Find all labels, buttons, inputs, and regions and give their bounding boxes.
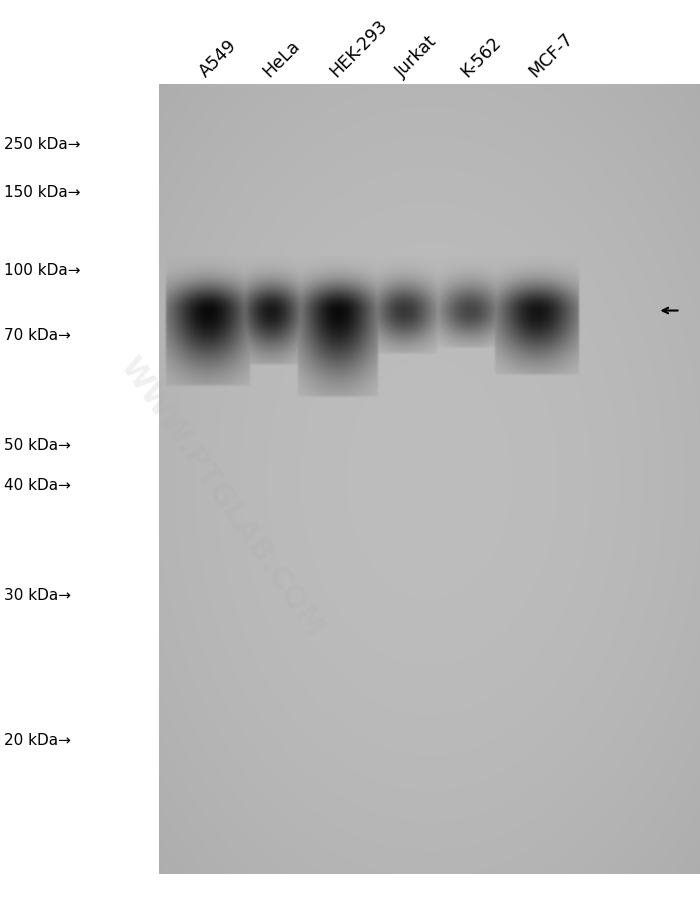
Text: HEK-293: HEK-293: [326, 16, 391, 80]
Text: 100 kDa→: 100 kDa→: [4, 263, 80, 278]
Text: Jurkat: Jurkat: [392, 32, 440, 80]
Text: 250 kDa→: 250 kDa→: [4, 137, 80, 152]
Text: WWW.PTGLAB.COM: WWW.PTGLAB.COM: [114, 351, 330, 641]
Text: HeLa: HeLa: [259, 37, 303, 80]
Text: 40 kDa→: 40 kDa→: [4, 478, 71, 492]
Text: 70 kDa→: 70 kDa→: [4, 328, 71, 343]
Text: 20 kDa→: 20 kDa→: [4, 732, 71, 747]
Text: 30 kDa→: 30 kDa→: [4, 588, 71, 603]
Text: 150 kDa→: 150 kDa→: [4, 185, 80, 199]
Text: A549: A549: [196, 36, 240, 80]
Text: MCF-7: MCF-7: [525, 30, 576, 80]
Text: K-562: K-562: [458, 33, 505, 80]
Text: 50 kDa→: 50 kDa→: [4, 437, 71, 452]
